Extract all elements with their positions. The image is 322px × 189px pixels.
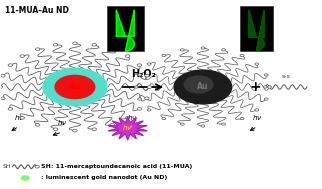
Circle shape bbox=[184, 76, 213, 93]
Circle shape bbox=[0, 86, 3, 88]
Circle shape bbox=[92, 128, 97, 131]
Polygon shape bbox=[116, 10, 134, 51]
Circle shape bbox=[53, 43, 58, 46]
Circle shape bbox=[1, 74, 5, 77]
Circle shape bbox=[162, 117, 166, 120]
Circle shape bbox=[255, 63, 259, 65]
Circle shape bbox=[137, 108, 142, 110]
Text: s-s: s-s bbox=[282, 74, 290, 79]
Circle shape bbox=[135, 86, 138, 88]
Circle shape bbox=[55, 75, 95, 99]
Circle shape bbox=[201, 125, 205, 127]
Text: $h\nu$: $h\nu$ bbox=[252, 113, 262, 122]
Circle shape bbox=[92, 43, 97, 46]
Circle shape bbox=[1, 97, 5, 100]
Circle shape bbox=[180, 123, 184, 125]
Circle shape bbox=[110, 124, 114, 126]
Circle shape bbox=[145, 74, 149, 77]
Circle shape bbox=[162, 54, 166, 57]
Text: $h\nu$: $h\nu$ bbox=[14, 113, 24, 122]
FancyBboxPatch shape bbox=[240, 6, 273, 51]
Circle shape bbox=[222, 123, 225, 125]
Circle shape bbox=[240, 117, 244, 120]
Text: +: + bbox=[250, 80, 261, 94]
Circle shape bbox=[240, 54, 244, 57]
Polygon shape bbox=[249, 10, 264, 50]
Text: SH: 11-mercaptoundecanoic acid (11-MUA): SH: 11-mercaptoundecanoic acid (11-MUA) bbox=[41, 164, 193, 169]
Circle shape bbox=[201, 47, 205, 49]
Circle shape bbox=[222, 49, 225, 51]
Circle shape bbox=[264, 74, 268, 76]
Circle shape bbox=[20, 55, 24, 57]
Text: 11-MUA–Au ND: 11-MUA–Au ND bbox=[5, 6, 68, 15]
Circle shape bbox=[147, 109, 151, 111]
Circle shape bbox=[138, 98, 142, 100]
Text: $h\nu$: $h\nu$ bbox=[128, 113, 137, 122]
Circle shape bbox=[43, 68, 107, 106]
Circle shape bbox=[264, 98, 268, 100]
Text: $h\nu$: $h\nu$ bbox=[57, 118, 67, 127]
Circle shape bbox=[110, 48, 114, 50]
Circle shape bbox=[145, 97, 149, 100]
Text: : luminescent gold nanodot (Au ND): : luminescent gold nanodot (Au ND) bbox=[41, 176, 167, 180]
Circle shape bbox=[180, 49, 184, 51]
Circle shape bbox=[255, 109, 259, 111]
FancyBboxPatch shape bbox=[107, 6, 144, 51]
Circle shape bbox=[263, 86, 267, 88]
Circle shape bbox=[174, 70, 232, 104]
Polygon shape bbox=[249, 10, 264, 50]
Circle shape bbox=[138, 74, 142, 76]
Circle shape bbox=[21, 176, 30, 180]
Text: H₂O₂: H₂O₂ bbox=[131, 69, 156, 79]
Circle shape bbox=[137, 64, 142, 67]
Circle shape bbox=[8, 64, 13, 67]
Circle shape bbox=[125, 117, 130, 119]
Circle shape bbox=[73, 129, 77, 132]
Polygon shape bbox=[109, 117, 147, 140]
Circle shape bbox=[35, 48, 40, 50]
Circle shape bbox=[147, 63, 151, 65]
Circle shape bbox=[20, 117, 24, 119]
Circle shape bbox=[73, 42, 77, 45]
Text: Au: Au bbox=[68, 82, 82, 91]
Circle shape bbox=[35, 165, 39, 168]
Circle shape bbox=[53, 128, 58, 131]
Text: Au: Au bbox=[197, 82, 209, 91]
Circle shape bbox=[268, 86, 271, 88]
Text: $h\nu'$: $h\nu'$ bbox=[122, 123, 134, 133]
Circle shape bbox=[125, 55, 130, 57]
Text: SH: SH bbox=[3, 164, 12, 169]
Circle shape bbox=[35, 124, 40, 126]
Circle shape bbox=[8, 108, 13, 110]
Circle shape bbox=[147, 86, 152, 88]
